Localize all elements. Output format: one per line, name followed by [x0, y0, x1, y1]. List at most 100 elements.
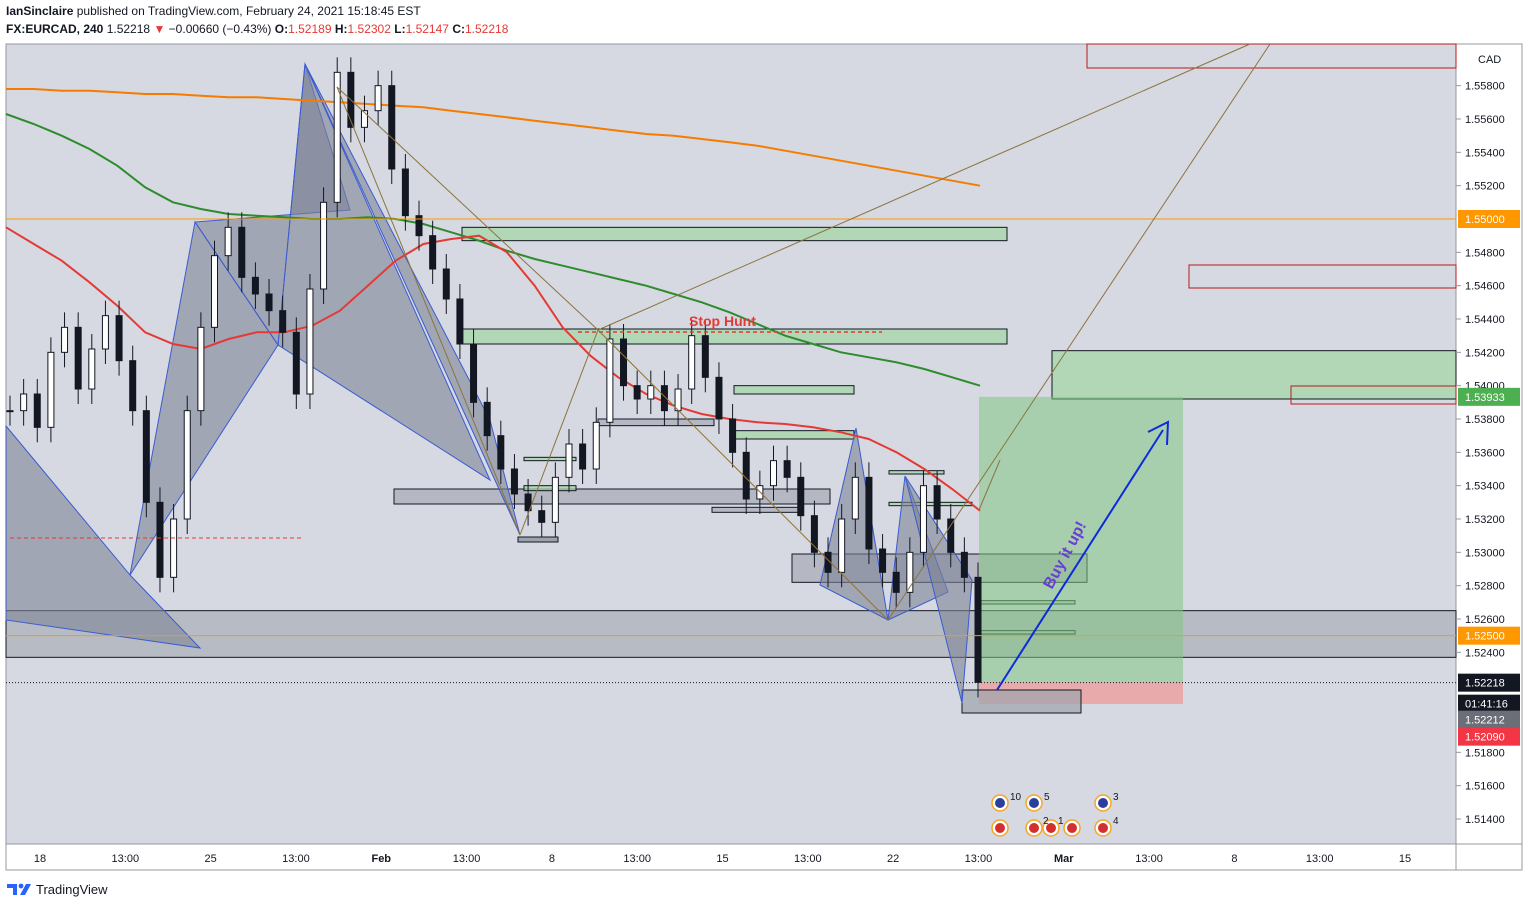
candle-body[interactable] [579, 443, 587, 470]
candle-body[interactable] [565, 443, 573, 478]
open-label: O: [274, 22, 289, 36]
symbol-label[interactable]: FX:EURCAD, 240 [6, 22, 104, 36]
y-tick-label: 1.51400 [1465, 814, 1505, 826]
candle-body[interactable] [360, 110, 368, 128]
candle-body[interactable] [551, 476, 559, 523]
candle-body[interactable] [797, 476, 805, 517]
candle-body[interactable] [101, 315, 109, 350]
candle-body[interactable] [810, 515, 818, 553]
canada-flag-icon [995, 823, 1005, 833]
candle-body[interactable] [688, 335, 696, 390]
candle-body[interactable] [851, 476, 859, 520]
candle-body[interactable] [906, 551, 914, 593]
candle-body[interactable] [442, 268, 450, 300]
candle-body[interactable] [620, 338, 628, 387]
candle-body[interactable] [251, 276, 259, 295]
candle-body[interactable] [47, 351, 55, 428]
candle-body[interactable] [592, 421, 600, 470]
event-count: 10 [1010, 792, 1022, 803]
footer-brand[interactable]: TradingView [36, 881, 108, 897]
candle-body[interactable] [170, 518, 178, 578]
candle-body[interactable] [6, 410, 14, 413]
event-count: 2 [1043, 816, 1049, 827]
entry-box [961, 689, 1082, 714]
low-label: L: [394, 22, 406, 36]
price-label-bg [1458, 673, 1520, 692]
candle-body[interactable] [183, 410, 191, 520]
candle-body[interactable] [292, 331, 300, 395]
candle-body[interactable] [115, 315, 123, 362]
candle-body[interactable] [879, 548, 887, 573]
candle-body[interactable] [606, 338, 614, 423]
candle-body[interactable] [660, 385, 668, 412]
candle-body[interactable] [142, 410, 150, 503]
candle-body[interactable] [715, 376, 723, 420]
candle-body[interactable] [783, 460, 791, 478]
candle-body[interactable] [306, 288, 314, 395]
candle-body[interactable] [865, 476, 873, 550]
price-label: 1.52212 [1465, 715, 1505, 727]
candle-body[interactable] [933, 485, 941, 520]
candle-body[interactable] [429, 235, 437, 270]
ema-layer [5, 88, 981, 512]
candle-body[interactable] [197, 326, 205, 412]
candle-body[interactable] [320, 201, 328, 290]
x-tick-label: 25 [205, 853, 217, 865]
candle-body[interactable] [538, 510, 546, 523]
zone-box [888, 470, 945, 475]
x-tick-label: 13:00 [453, 853, 481, 865]
candle-body[interactable] [960, 551, 968, 578]
candle-body[interactable] [510, 468, 518, 495]
candle-body[interactable] [401, 168, 409, 217]
candle-body[interactable] [838, 518, 846, 573]
candle-body[interactable] [456, 298, 464, 345]
price-label-bg [1458, 727, 1520, 746]
canada-flag-icon [1046, 823, 1056, 833]
candle-body[interactable] [415, 215, 423, 237]
candle-body[interactable] [224, 226, 232, 257]
candle-body[interactable] [265, 293, 273, 312]
candle-body[interactable] [129, 360, 137, 412]
candle-body[interactable] [470, 343, 478, 403]
candle-body[interactable] [483, 401, 491, 437]
candle-body[interactable] [701, 335, 709, 378]
candle-body[interactable] [647, 385, 655, 400]
candle-body[interactable] [20, 393, 28, 412]
x-tick-label: Mar [1054, 853, 1074, 865]
candle-body[interactable] [61, 326, 69, 353]
eu-flag-icon [995, 798, 1005, 808]
drawings-layer [6, 43, 1456, 691]
candle-body[interactable] [497, 435, 505, 470]
candle-body[interactable] [279, 310, 287, 333]
candle-body[interactable] [238, 226, 246, 278]
candle-body[interactable] [374, 85, 382, 112]
candle-body[interactable] [388, 85, 396, 170]
events-layer[interactable]: 10 5 2 1 3 4 [991, 792, 1119, 837]
candle-body[interactable] [892, 571, 900, 593]
price-label-bg [1458, 210, 1520, 228]
candle-body[interactable] [729, 418, 737, 453]
y-tick-label: 1.55200 [1465, 181, 1505, 193]
candle-body[interactable] [88, 348, 96, 390]
event-count: 3 [1113, 792, 1119, 803]
candle-body[interactable] [633, 385, 641, 400]
y-tick-label: 1.53200 [1465, 514, 1505, 526]
zone-box [733, 385, 855, 395]
candle-body[interactable] [947, 518, 955, 553]
candle-body[interactable] [524, 493, 532, 512]
candle-body[interactable] [33, 393, 41, 428]
candle-body[interactable] [74, 326, 82, 390]
author-name[interactable]: IanSinclaire [6, 4, 74, 18]
y-tick-label: 1.54600 [1465, 281, 1505, 293]
candle-body[interactable] [211, 255, 219, 328]
zone-box [1051, 350, 1457, 400]
candle-body[interactable] [769, 460, 777, 487]
y-tick-label: 1.53600 [1465, 447, 1505, 459]
candle-body[interactable] [333, 71, 341, 203]
candles-layer[interactable] [6, 57, 982, 698]
high-label: H: [334, 22, 348, 36]
candle-body[interactable] [919, 485, 927, 553]
candle-body[interactable] [156, 501, 164, 578]
candle-body[interactable] [974, 576, 982, 683]
